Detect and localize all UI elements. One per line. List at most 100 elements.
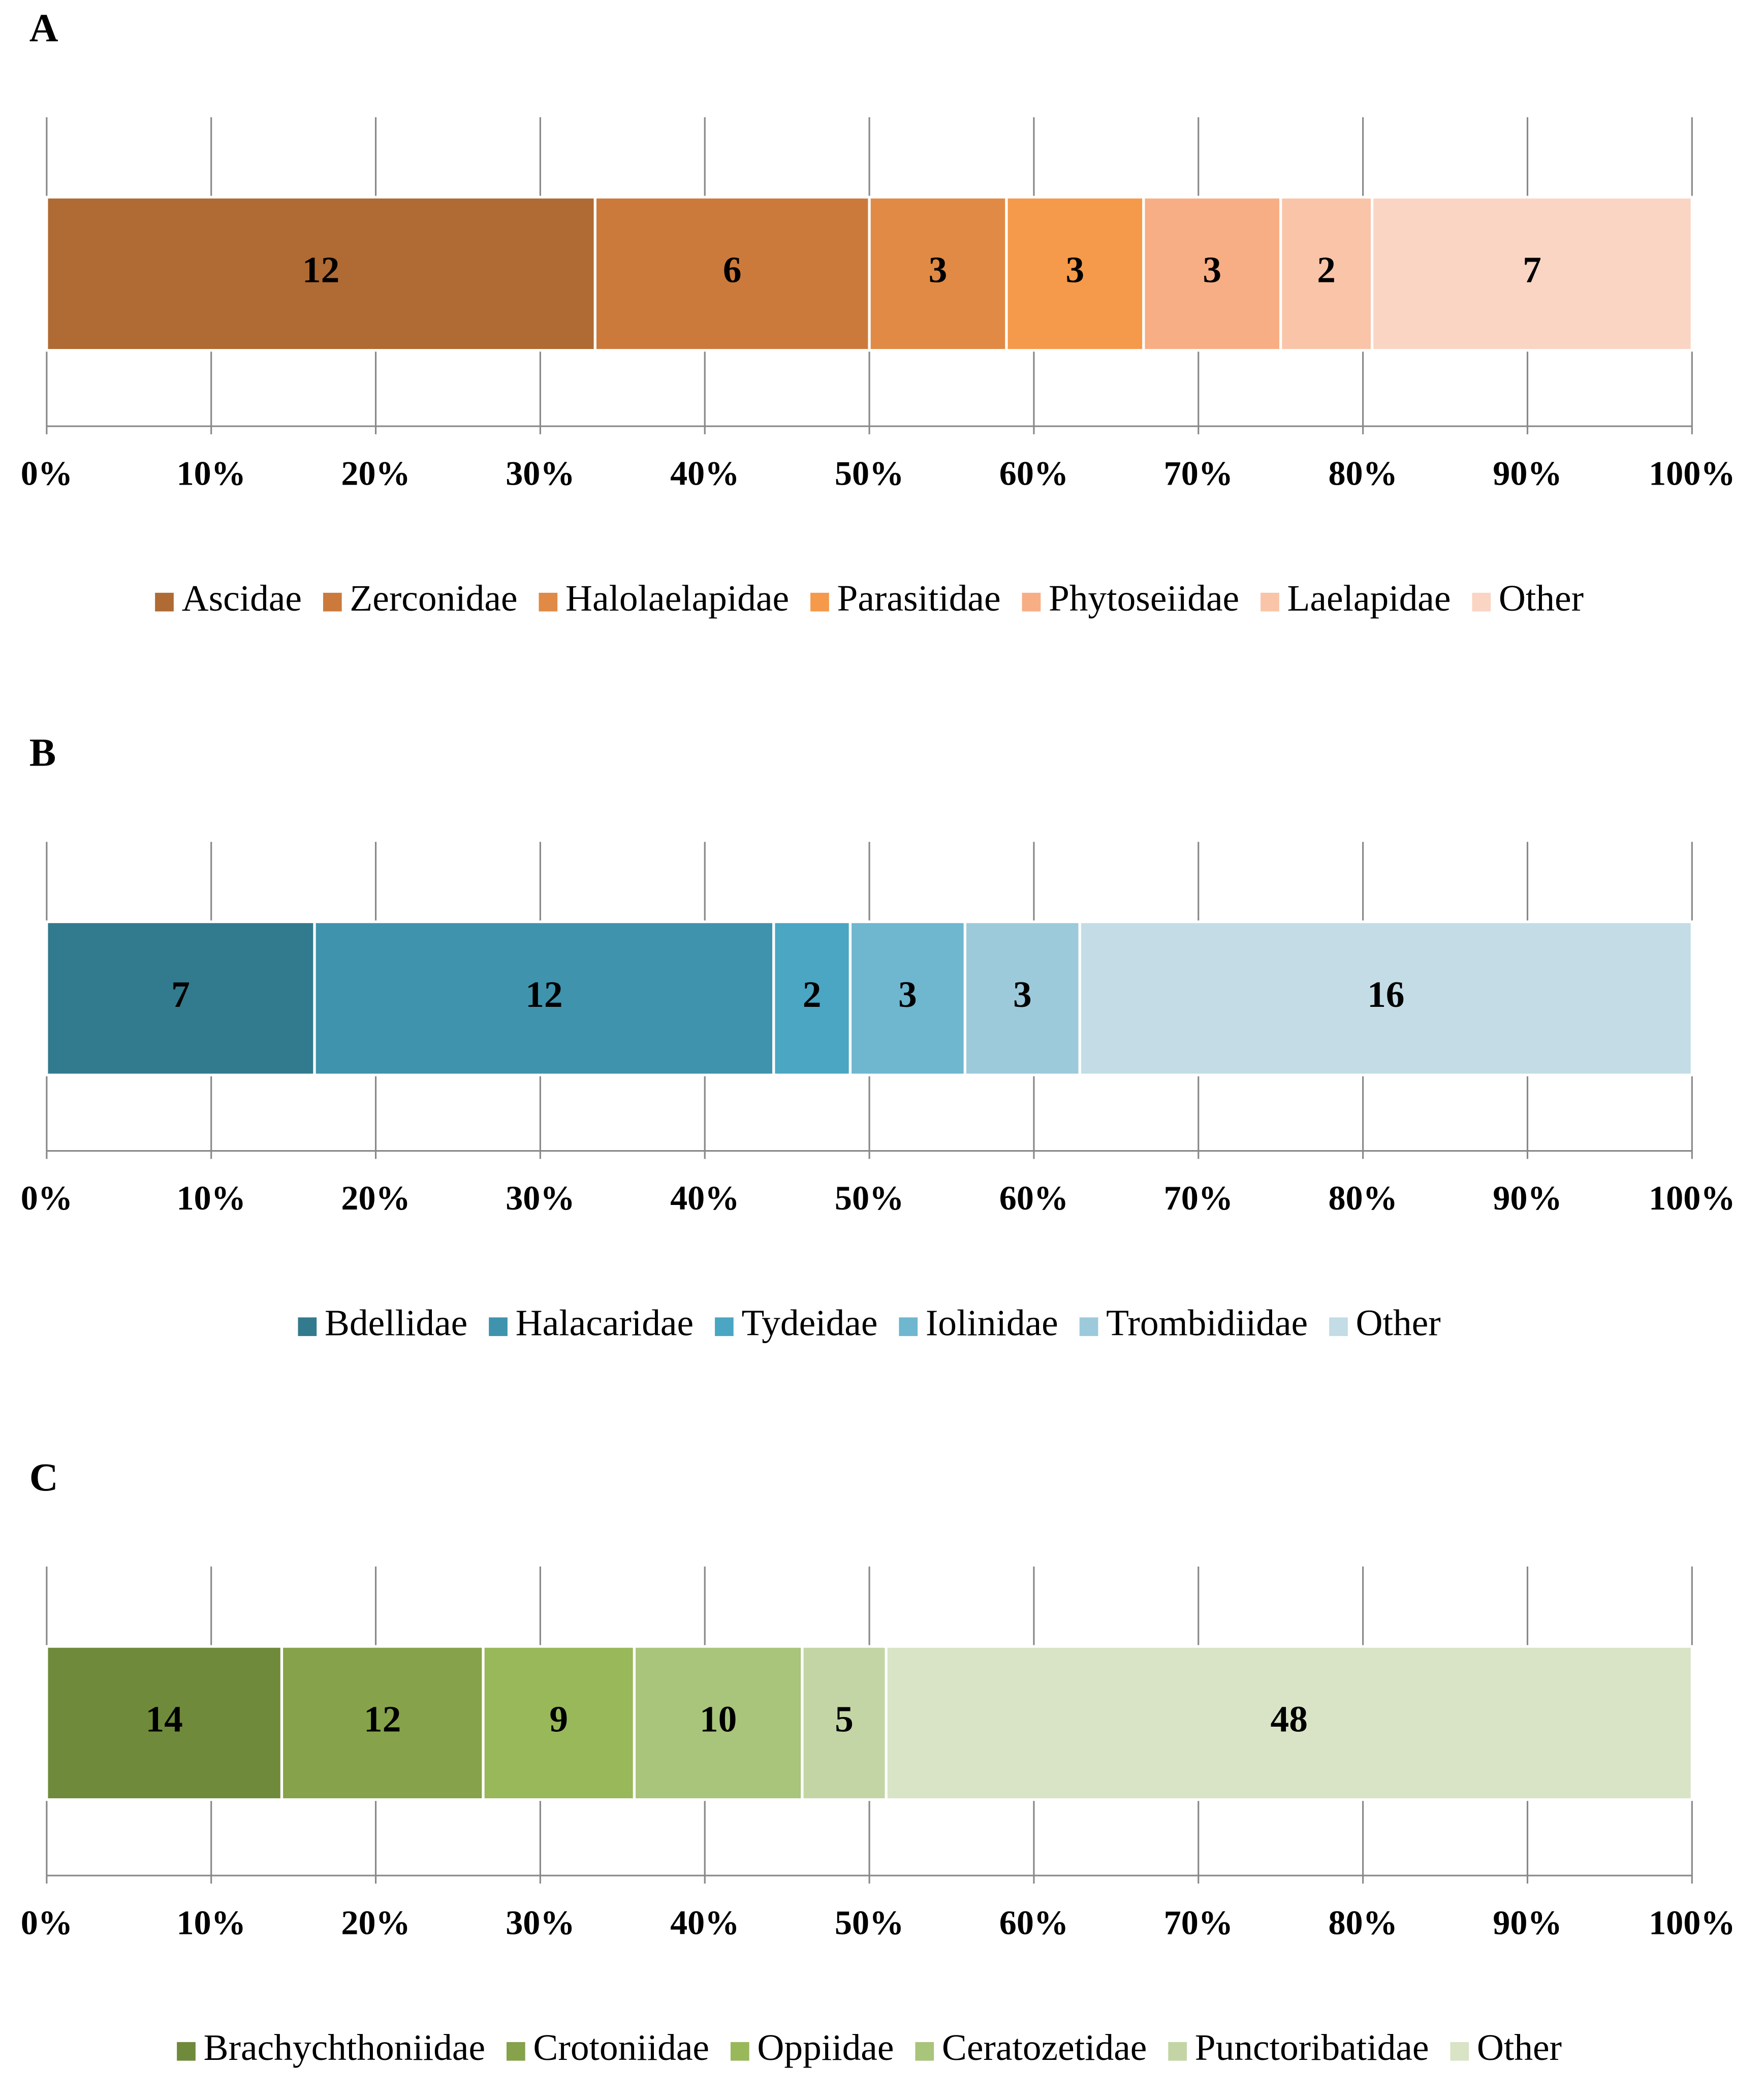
- data-label: 5: [835, 1699, 854, 1740]
- legend-swatch: [1450, 2042, 1469, 2061]
- legend-swatch: [1329, 1317, 1348, 1337]
- legend-label: Punctoribatidae: [1195, 2027, 1429, 2068]
- x-tick-label: 70%: [1164, 1903, 1233, 1942]
- x-tick-label: 100%: [1649, 454, 1735, 492]
- legend-swatch: [489, 1317, 508, 1337]
- x-tick-label: 40%: [670, 454, 739, 492]
- legend-label: Ascidae: [182, 578, 302, 619]
- x-tick-label: 90%: [1493, 1179, 1562, 1217]
- data-label: 12: [525, 974, 562, 1015]
- legend-label: Zerconidae: [350, 578, 517, 619]
- x-tick-label: 90%: [1493, 454, 1562, 492]
- bar-segment: [280, 1645, 485, 1801]
- bar-segment: [45, 1645, 284, 1801]
- x-tick-label: 70%: [1164, 454, 1233, 492]
- x-tick-label: 40%: [670, 1903, 739, 1942]
- legend-label: Crotoniidae: [533, 2027, 709, 2068]
- data-label: 12: [364, 1699, 401, 1740]
- x-tick-label: 50%: [835, 1903, 904, 1942]
- legend-label: Tydeidae: [741, 1302, 877, 1344]
- bar-segment: [1005, 196, 1145, 352]
- x-tick-label: 20%: [341, 1903, 410, 1942]
- data-label: 3: [1066, 249, 1085, 291]
- data-label: 10: [700, 1699, 737, 1740]
- legend-label: Other: [1499, 578, 1584, 619]
- bar-segment: [45, 920, 316, 1076]
- legend-label: Laelapidae: [1287, 578, 1451, 619]
- x-tick-label: 60%: [999, 1179, 1068, 1217]
- x-tick-label: 30%: [506, 454, 575, 492]
- bar-segment: [885, 1645, 1693, 1801]
- bar-segment: [45, 196, 596, 352]
- x-tick-label: 60%: [999, 1903, 1068, 1942]
- data-label: 16: [1367, 974, 1404, 1015]
- legend-swatch: [715, 1317, 734, 1337]
- legend-swatch: [1261, 592, 1279, 612]
- data-label: 48: [1271, 1699, 1308, 1740]
- bar-segment: [1078, 920, 1693, 1076]
- bar-segment: [848, 920, 966, 1076]
- x-tick-label: 20%: [341, 1179, 410, 1217]
- data-label: 2: [1317, 249, 1336, 291]
- data-label: 7: [171, 974, 190, 1015]
- x-tick-label: 20%: [341, 454, 410, 492]
- legend-swatch: [1079, 1317, 1098, 1337]
- x-tick-label: 30%: [506, 1903, 575, 1942]
- x-tick-label: 10%: [177, 454, 246, 492]
- x-tick-label: 0%: [21, 1179, 73, 1217]
- legend-label: Trombidiidae: [1106, 1302, 1308, 1344]
- legend-swatch: [506, 2042, 525, 2061]
- data-label: 7: [1523, 249, 1541, 291]
- legend-label: Other: [1356, 1302, 1441, 1344]
- bar-segment: [801, 1645, 888, 1801]
- bar-segment: [963, 920, 1081, 1076]
- bar-segment: [1370, 196, 1693, 352]
- x-tick-label: 80%: [1328, 1903, 1397, 1942]
- legend-label: Ceratozetidae: [942, 2027, 1147, 2068]
- bar-segment: [593, 196, 871, 352]
- x-tick-label: 0%: [21, 1903, 73, 1942]
- legend-swatch: [323, 592, 342, 612]
- x-tick-label: 10%: [177, 1179, 246, 1217]
- legend-label: Oppiidae: [757, 2027, 894, 2068]
- legend-label: Phytoseiidae: [1049, 578, 1239, 619]
- x-tick-label: 60%: [999, 454, 1068, 492]
- legend-swatch: [1168, 2042, 1187, 2061]
- legend-swatch: [915, 2042, 934, 2061]
- x-tick-label: 30%: [506, 1179, 575, 1217]
- data-label: 12: [302, 249, 339, 291]
- legend-label: Parasitidae: [837, 578, 1001, 619]
- data-label: 14: [145, 1699, 182, 1740]
- bar-segment: [1142, 196, 1282, 352]
- data-label: 3: [1013, 974, 1032, 1015]
- legend-swatch: [1472, 592, 1491, 612]
- bar-segment: [772, 920, 852, 1076]
- bar-segment: [633, 1645, 804, 1801]
- data-label: 3: [898, 974, 917, 1015]
- x-tick-label: 10%: [177, 1903, 246, 1942]
- x-tick-label: 80%: [1328, 454, 1397, 492]
- legend-label: Iolinidae: [926, 1302, 1058, 1344]
- legend-label: Halolaelapidae: [565, 578, 789, 619]
- legend-swatch: [899, 1317, 918, 1337]
- legend-swatch: [539, 592, 558, 612]
- legend-swatch: [1022, 592, 1041, 612]
- data-label: 9: [549, 1699, 568, 1740]
- x-tick-label: 70%: [1164, 1179, 1233, 1217]
- data-label: 3: [1203, 249, 1221, 291]
- bar-segment: [1279, 196, 1374, 352]
- legend-label: Bdellidae: [325, 1302, 467, 1344]
- legend-swatch: [810, 592, 829, 612]
- bar-segment: [868, 196, 1008, 352]
- x-tick-label: 100%: [1649, 1179, 1735, 1217]
- legend-swatch: [730, 2042, 749, 2061]
- legend-label: Halacaridae: [516, 1302, 694, 1344]
- data-label: 3: [929, 249, 948, 291]
- x-tick-label: 0%: [21, 454, 73, 492]
- legend-label: Other: [1477, 2027, 1562, 2068]
- x-tick-label: 80%: [1328, 1179, 1397, 1217]
- legend-swatch: [155, 592, 174, 612]
- legend-swatch: [177, 2042, 196, 2061]
- x-tick-label: 90%: [1493, 1903, 1562, 1942]
